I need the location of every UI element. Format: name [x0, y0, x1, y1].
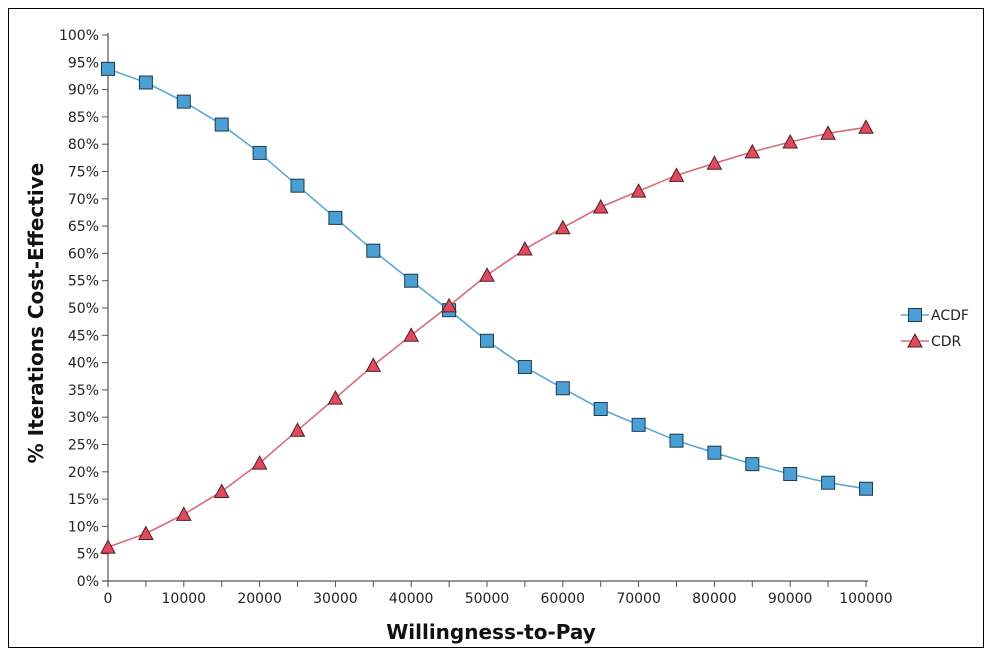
- acdf-point: [138, 75, 153, 90]
- cdr-point: [479, 267, 495, 282]
- acdf-point: [176, 94, 191, 109]
- axes: [102, 33, 868, 587]
- cdr-point: [365, 357, 382, 372]
- x-tick-label: 40000: [389, 591, 434, 607]
- y-tick-label: 60%: [68, 246, 99, 262]
- y-tick-label: 40%: [68, 356, 99, 372]
- cdr-point: [403, 327, 420, 342]
- legend-swatch-marker: [907, 332, 923, 348]
- acdf-point: [328, 210, 343, 225]
- series-cdr: [100, 119, 874, 554]
- acdf-point: [480, 333, 494, 348]
- acdf-point: [859, 481, 873, 496]
- y-axis-title: % Iterations Cost-Effective: [24, 163, 48, 464]
- cdr-point: [138, 525, 154, 540]
- cdr-point: [782, 133, 799, 149]
- chart-frame: 0% 5% 10% 15% 20% 25% 30% 35% 40% 45% 50% 55% 60% 65%…: [8, 8, 984, 648]
- x-tick-label: 10000: [162, 591, 207, 607]
- x-tick-label: 80000: [692, 591, 737, 607]
- cdr-point: [592, 198, 609, 214]
- acdf-point: [631, 417, 646, 432]
- y-tick-label: 70%: [68, 192, 99, 208]
- y-tick-label: 90%: [68, 83, 99, 99]
- x-axis-ticks: 0 10000 20000 30000 40000 50000 60000 70000 8000…: [104, 581, 893, 607]
- y-tick-label: 75%: [68, 165, 99, 181]
- acdf-point: [517, 359, 532, 374]
- y-tick-label: 85%: [68, 110, 99, 126]
- cdr-point: [289, 422, 306, 437]
- acdf-point: [214, 117, 229, 132]
- y-tick-label: 35%: [68, 383, 99, 399]
- x-tick-label: 0: [104, 591, 113, 607]
- cdr-point: [858, 119, 874, 134]
- x-tick-label: 70000: [616, 591, 661, 607]
- legend-item-acdf: ACDF: [901, 308, 969, 324]
- x-tick-label: 20000: [237, 591, 282, 607]
- y-tick-label: 0%: [77, 574, 99, 590]
- legend: ACDF CDR: [901, 308, 969, 350]
- acdf-point: [783, 466, 798, 481]
- acdf-point: [252, 145, 267, 160]
- cdr-point: [820, 125, 836, 140]
- cdr-point: [517, 240, 533, 256]
- y-tick-label: 95%: [68, 55, 99, 71]
- acdf-point: [290, 178, 305, 193]
- acdf-point: [707, 445, 722, 460]
- y-tick-label: 20%: [68, 465, 99, 481]
- y-tick-label: 15%: [68, 492, 99, 508]
- acdf-point: [404, 273, 419, 288]
- x-tick-label: 100000: [839, 591, 892, 607]
- acdf-point: [745, 457, 760, 472]
- legend-label: ACDF: [931, 308, 969, 324]
- acdf-point: [101, 61, 115, 76]
- y-tick-label: 80%: [68, 137, 99, 153]
- acdf-point: [821, 475, 836, 490]
- cdr-point: [213, 483, 230, 498]
- acdf-point: [555, 381, 570, 396]
- cdr-point: [441, 297, 457, 313]
- cdr-point: [668, 167, 685, 182]
- y-tick-label: 10%: [68, 519, 99, 535]
- y-axis-ticks: 0% 5% 10% 15% 20% 25% 30% 35% 40% 45% 50% 55% 60% 65%…: [59, 28, 108, 590]
- y-tick-label: 25%: [68, 438, 99, 454]
- series-layer: [100, 61, 874, 554]
- line-chart: 0% 5% 10% 15% 20% 25% 30% 35% 40% 45% 50% 55% 60% 65%…: [24, 28, 969, 644]
- legend-item-cdr: CDR: [901, 332, 962, 350]
- legend-swatch-marker: [908, 308, 922, 322]
- y-tick-label: 65%: [68, 219, 99, 235]
- legend-label: CDR: [931, 334, 962, 350]
- acdf-point: [593, 402, 608, 417]
- cdr-point: [251, 455, 268, 470]
- y-tick-label: 30%: [68, 410, 99, 426]
- cdr-point: [744, 143, 761, 159]
- cdr-point: [100, 539, 116, 554]
- x-tick-label: 50000: [465, 591, 510, 607]
- acdf-point: [669, 433, 684, 448]
- cdr-point: [327, 390, 344, 405]
- x-tick-label: 30000: [313, 591, 358, 607]
- x-tick-label: 90000: [768, 591, 813, 607]
- x-tick-label: 60000: [541, 591, 586, 607]
- y-tick-label: 55%: [68, 274, 99, 290]
- cdr-point: [630, 183, 647, 198]
- cdr-point: [554, 219, 571, 235]
- y-tick-label: 100%: [59, 28, 99, 44]
- y-tick-label: 50%: [68, 301, 99, 317]
- cdr-point: [175, 506, 192, 521]
- cdr-point: [706, 155, 723, 170]
- x-axis-title: Willingness-to-Pay: [386, 620, 596, 644]
- y-tick-label: 45%: [68, 328, 99, 344]
- y-tick-label: 5%: [77, 547, 99, 563]
- acdf-point: [366, 243, 381, 258]
